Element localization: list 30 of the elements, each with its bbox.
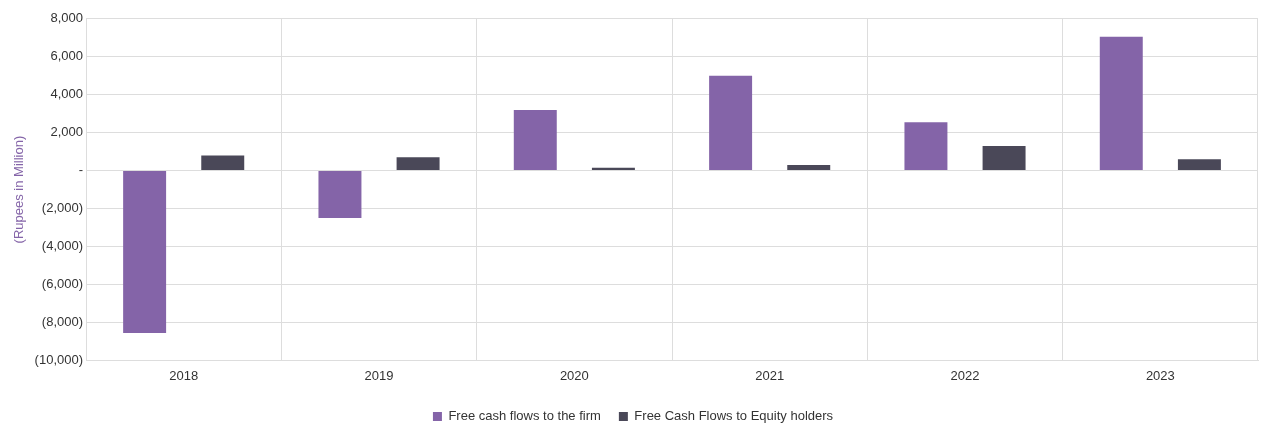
y-tick-label: (4,000) — [41, 238, 84, 254]
y-tick-label: 2,000 — [50, 124, 84, 140]
y-tick-label: 8,000 — [50, 10, 84, 26]
bar — [1099, 36, 1143, 171]
y-tick-label: 6,000 — [50, 48, 84, 64]
bar — [787, 164, 831, 171]
bar — [982, 145, 1026, 171]
bar — [1177, 159, 1221, 171]
y-tick-label: 4,000 — [50, 86, 84, 102]
x-tick-label: 2019 — [364, 367, 394, 383]
bar — [904, 122, 948, 171]
bar — [396, 157, 440, 171]
bar — [513, 109, 557, 171]
y-tick-label: (10,000) — [34, 351, 84, 367]
x-tick-label: 2022 — [950, 367, 980, 383]
y-tick-label: (6,000) — [41, 276, 84, 292]
bar — [201, 155, 245, 171]
x-tick-label: 2021 — [755, 367, 785, 383]
y-axis-title: (Rupees in Million) — [11, 135, 27, 244]
bar — [318, 171, 362, 219]
legend-label: Free Cash Flows to Equity holders — [634, 408, 834, 424]
bar — [123, 171, 167, 333]
x-tick-label: 2023 — [1145, 367, 1175, 383]
bar — [709, 75, 753, 171]
legend-label: Free cash flows to the firm — [448, 408, 601, 424]
x-tick-label: 2018 — [169, 367, 199, 383]
y-tick-label: (8,000) — [41, 314, 84, 330]
x-tick-label: 2020 — [559, 367, 589, 383]
y-tick-label: - — [78, 162, 84, 178]
y-tick-label: (2,000) — [41, 200, 84, 216]
